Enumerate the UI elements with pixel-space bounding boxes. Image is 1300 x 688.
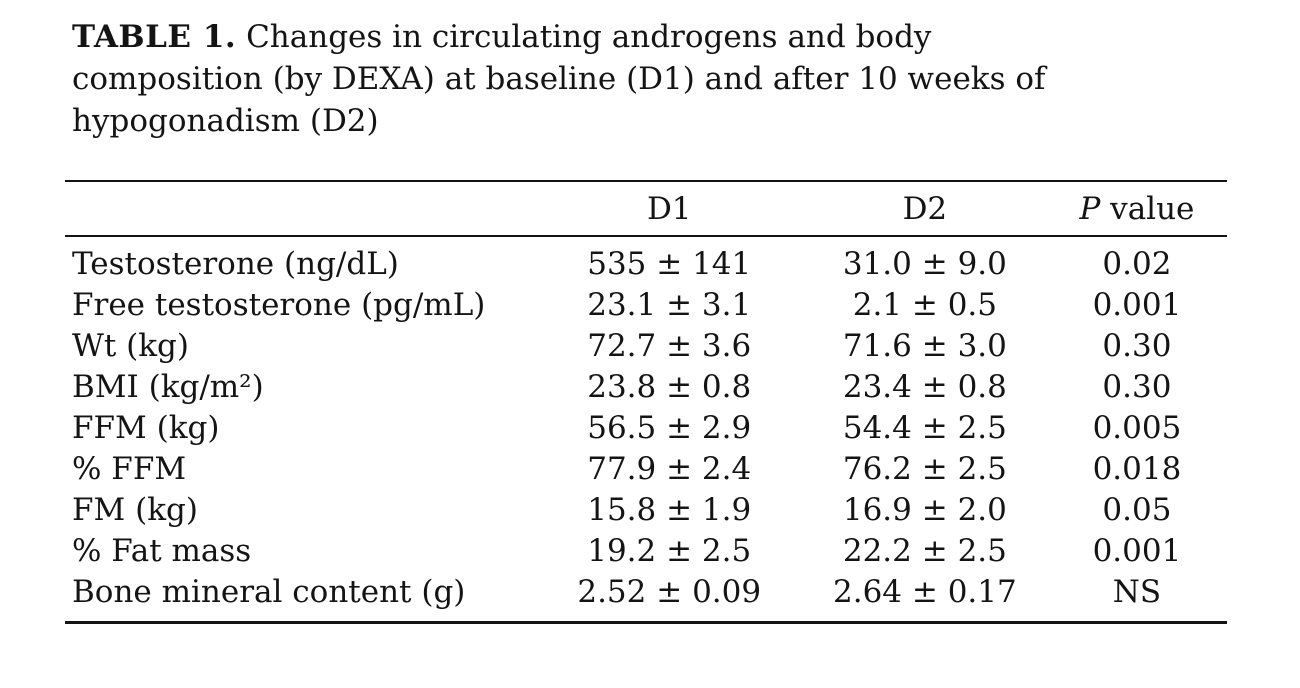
row-label: Testosterone (ng/dL) (72, 246, 399, 282)
header-p-rest: value (1100, 190, 1195, 227)
d2-value: 23.4 ± 0.8 (842, 369, 1007, 405)
table-caption-label: TABLE 1. (72, 19, 237, 55)
row-label: FM (kg) (72, 492, 198, 528)
d1-value: 23.1 ± 3.1 (587, 287, 752, 323)
d2-value: 54.4 ± 2.5 (842, 410, 1007, 446)
table-row: Wt (kg) 72.7 ± 3.6 71.6 ± 3.0 0.30 (65, 326, 1227, 367)
header-row: D1 D2 P value (65, 181, 1227, 236)
header-p-value: P value (1047, 181, 1227, 236)
d2-value: 76.2 ± 2.5 (842, 451, 1007, 487)
table-row: BMI (kg/m²) 23.8 ± 0.8 23.4 ± 0.8 0.30 (65, 367, 1227, 408)
table-caption-line-2: composition (by DEXA) at baseline (D1) a… (72, 61, 1046, 97)
row-label: BMI (kg/m²) (72, 369, 264, 405)
d2-value: 16.9 ± 2.0 (842, 492, 1007, 528)
table-header: D1 D2 P value (65, 181, 1227, 236)
table-row: % FFM 77.9 ± 2.4 76.2 ± 2.5 0.018 (65, 449, 1227, 490)
p-value: 0.001 (1092, 533, 1182, 569)
d1-value: 535 ± 141 (587, 246, 752, 282)
d2-value: 22.2 ± 2.5 (842, 533, 1007, 569)
table-row: Testosterone (ng/dL) 535 ± 141 31.0 ± 9.… (65, 236, 1227, 285)
p-value: 0.30 (1102, 369, 1172, 405)
data-table: D1 D2 P value Testosterone (ng/dL) 535 ±… (65, 180, 1227, 624)
row-label: Free testosterone (pg/mL) (72, 287, 486, 323)
header-p-italic: P (1079, 190, 1101, 227)
table-body: Testosterone (ng/dL) 535 ± 141 31.0 ± 9.… (65, 236, 1227, 623)
d2-value: 71.6 ± 3.0 (842, 328, 1007, 364)
d1-value: 77.9 ± 2.4 (587, 451, 752, 487)
header-d2: D2 (902, 190, 948, 227)
header-d1: D1 (646, 190, 692, 227)
d1-value: 72.7 ± 3.6 (587, 328, 752, 364)
row-label: % Fat mass (72, 533, 252, 569)
row-label: % FFM (72, 451, 187, 487)
table-row: FFM (kg) 56.5 ± 2.9 54.4 ± 2.5 0.005 (65, 408, 1227, 449)
d2-value: 31.0 ± 9.0 (842, 246, 1007, 282)
d2-value: 2.64 ± 0.17 (833, 574, 1017, 610)
row-label: FFM (kg) (72, 410, 220, 446)
row-label: Bone mineral content (g) (72, 574, 466, 610)
d1-value: 19.2 ± 2.5 (587, 533, 752, 569)
p-value: 0.05 (1102, 492, 1172, 528)
p-value: 0.018 (1092, 451, 1182, 487)
table-row: Free testosterone (pg/mL) 23.1 ± 3.1 2.1… (65, 285, 1227, 326)
table-caption: TABLE 1. Changes in circulating androgen… (72, 16, 1202, 142)
table-caption-line-3: hypogonadism (D2) (72, 103, 379, 139)
p-value: NS (1112, 574, 1162, 610)
d1-value: 23.8 ± 0.8 (587, 369, 752, 405)
table-row: Bone mineral content (g) 2.52 ± 0.09 2.6… (65, 572, 1227, 623)
d1-value: 56.5 ± 2.9 (587, 410, 752, 446)
d1-value: 2.52 ± 0.09 (577, 574, 762, 610)
p-value: 0.30 (1102, 328, 1172, 364)
row-label: Wt (kg) (72, 328, 189, 364)
table-row: % Fat mass 19.2 ± 2.5 22.2 ± 2.5 0.001 (65, 531, 1227, 572)
d1-value: 15.8 ± 1.9 (587, 492, 752, 528)
p-value: 0.02 (1102, 246, 1172, 282)
table-row: FM (kg) 15.8 ± 1.9 16.9 ± 2.0 0.05 (65, 490, 1227, 531)
p-value: 0.001 (1092, 287, 1182, 323)
p-value: 0.005 (1092, 410, 1182, 446)
table-caption-line-1: Changes in circulating androgens and bod… (236, 19, 932, 55)
header-empty (65, 181, 536, 236)
d2-value: 2.1 ± 0.5 (852, 287, 998, 323)
